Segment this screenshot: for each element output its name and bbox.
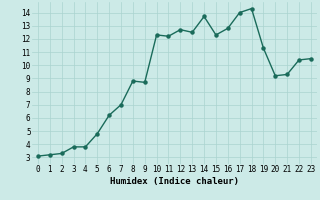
X-axis label: Humidex (Indice chaleur): Humidex (Indice chaleur) xyxy=(110,177,239,186)
